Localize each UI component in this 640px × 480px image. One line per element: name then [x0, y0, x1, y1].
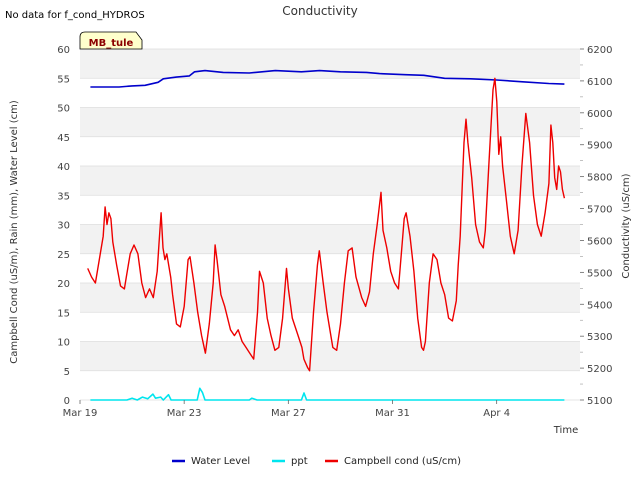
station-badge-label: MB_tule [89, 38, 134, 49]
right-tick-label: 5100 [587, 396, 612, 407]
left-tick-label: 15 [57, 308, 70, 319]
right-tick-label: 6100 [587, 77, 612, 88]
left-tick-label: 60 [57, 45, 70, 56]
left-tick-label: 50 [57, 104, 70, 115]
plot-band [80, 49, 580, 79]
plot-band [80, 224, 580, 254]
left-tick-label: 30 [57, 221, 70, 232]
station-badge-box [79, 31, 143, 50]
right-tick-label: 5400 [587, 300, 612, 311]
series-line-water-level [90, 69, 565, 88]
left-tick-label: 55 [57, 74, 70, 85]
no-data-note: No data for f_cond_HYDROS [5, 10, 145, 21]
right-axis-label: Conductivity (uS/cm) [621, 173, 632, 278]
x-tick-label: Mar 27 [271, 408, 306, 419]
right-tick-label: 5700 [587, 205, 612, 216]
station-badge: MB_tule [79, 31, 143, 50]
x-tick-label: Mar 31 [375, 408, 410, 419]
right-tick-label: 5300 [587, 332, 612, 343]
right-tick-label: 6200 [587, 45, 612, 56]
left-tick-label: 35 [57, 191, 70, 202]
legend-label-ppt: ppt [291, 456, 308, 467]
plot-band [80, 283, 580, 313]
x-axis-ticks: Mar 19 Mar 23 Mar 27 Mar 31 Apr 4 [63, 400, 510, 419]
left-axis-label: Campbell Cond (uS/m), Rain (mm), Water L… [9, 100, 20, 364]
right-axis-ticks: 5100 5200 5300 5400 5500 5600 5700 5800 5900 6000… [580, 45, 612, 407]
left-tick-label: 40 [57, 162, 70, 173]
left-tick-label: 20 [57, 279, 70, 290]
right-tick-label: 5600 [587, 236, 612, 247]
series-line-ppt [90, 387, 565, 401]
legend-label-campbell-cond-us-cm: Campbell cond (uS/cm) [344, 456, 461, 467]
right-tick-label: 5900 [587, 141, 612, 152]
legend-label-water-level: Water Level [191, 456, 250, 467]
left-axis-ticks: 0 5 10 15 20 25 30 35 40 45 50 55 60 [57, 45, 70, 407]
x-tick-label: Mar 19 [63, 408, 98, 419]
right-tick-label: 5500 [587, 268, 612, 279]
left-tick-label: 25 [57, 250, 70, 261]
x-axis-label: Time [553, 425, 578, 436]
right-tick-label: 5800 [587, 173, 612, 184]
right-tick-label: 6000 [587, 109, 612, 120]
legend: Water Level ppt Campbell cond (uS/cm) [172, 456, 461, 467]
left-tick-label: 0 [64, 396, 70, 407]
series-line-campbell-cond-us-cm [87, 77, 566, 372]
plot-band [80, 166, 580, 196]
right-tick-label: 5200 [587, 364, 612, 375]
left-tick-label: 45 [57, 133, 70, 144]
left-tick-label: 10 [57, 338, 70, 349]
plot-band [80, 341, 580, 371]
series-layer [87, 69, 566, 401]
plot-band [80, 107, 580, 137]
chart-title: Conductivity [282, 4, 357, 18]
left-tick-label: 5 [64, 367, 70, 378]
x-tick-label: Apr 4 [483, 408, 510, 419]
x-tick-label: Mar 23 [167, 408, 202, 419]
